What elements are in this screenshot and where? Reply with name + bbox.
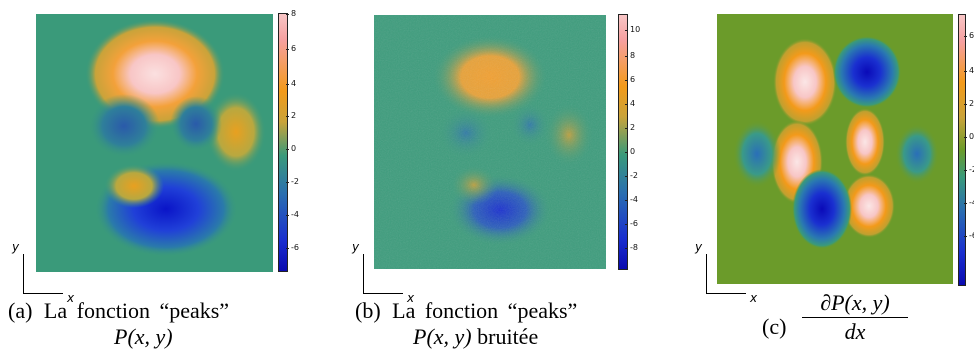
colorbar-tick-mark <box>286 149 289 150</box>
colorbar-tick-mark <box>286 116 289 117</box>
y-axis-label: y <box>352 240 360 254</box>
colorbar-tick-mark <box>964 170 967 171</box>
colorbar-c-tick: -4 <box>969 198 974 207</box>
y-axis-arrow <box>706 254 707 294</box>
caption-c-numerator: ∂P(x, y) <box>820 290 890 315</box>
x-axis-label: x <box>67 291 75 305</box>
colorbar-b-tick: 2 <box>630 123 636 132</box>
colorbar-c-tick: 4 <box>969 66 974 75</box>
colorbar-tick-mark <box>286 248 289 249</box>
colorbar-b-tick: -4 <box>630 195 638 204</box>
caption-b: (b) La fonction “peaks” P(x, y) bruitée <box>355 298 665 350</box>
colorbar-c-tick: 0 <box>969 132 974 141</box>
colorbar-a-tick: -2 <box>291 177 299 186</box>
colorbar-tick-mark <box>286 84 289 85</box>
colorbar-b-tick: -2 <box>630 171 638 180</box>
colorbar-a-tick: -6 <box>291 243 299 252</box>
colorbar-c-tick: 6 <box>969 31 974 40</box>
caption-c-denominator: dx <box>844 319 866 344</box>
colorbar-tick-mark <box>964 137 967 138</box>
colorbar-tick-mark <box>625 56 628 57</box>
caption-c-fraction: ∂P(x, y) dx <box>800 290 910 345</box>
colorbar-tick-mark <box>286 182 289 183</box>
colorbar-b-tick: 6 <box>630 75 636 84</box>
colorbar-a-tick: -4 <box>291 210 299 219</box>
colorbar-a-tick: 2 <box>291 111 297 120</box>
colorbar-c-tick: 2 <box>969 99 974 108</box>
caption-b-suffix: bruitée <box>477 324 539 349</box>
y-axis-arrow <box>363 254 364 294</box>
heatmap-c-image <box>733 36 939 249</box>
x-axis-label: x <box>407 291 415 305</box>
y-axis-arrow <box>23 254 24 294</box>
caption-a-math: P(x, y) <box>114 324 173 349</box>
colorbar-b-tick: -8 <box>630 243 638 252</box>
x-axis-label: x <box>750 291 758 305</box>
colorbar-b-tick: 8 <box>630 51 636 60</box>
caption-a-text: La fonction “peaks” <box>43 298 230 323</box>
x-axis-arrow <box>363 293 403 294</box>
colorbar-tick-mark <box>625 128 628 129</box>
y-axis-label: y <box>695 240 703 254</box>
heatmap-c <box>717 14 953 284</box>
colorbar-b-tick: 0 <box>630 147 636 156</box>
colorbar-a-tick: 0 <box>291 144 297 153</box>
colorbar-tick-mark <box>625 176 628 177</box>
colorbar-b-tick: 4 <box>630 99 636 108</box>
heatmap-b <box>374 15 606 269</box>
colorbar-b-tick: -6 <box>630 219 638 228</box>
caption-b-math: P(x, y) <box>413 324 472 349</box>
colorbar-c <box>958 14 966 286</box>
colorbar-tick-mark <box>964 104 967 105</box>
colorbar-tick-mark <box>964 236 967 237</box>
x-axis-arrow <box>23 293 63 294</box>
colorbar-tick-mark <box>625 30 628 31</box>
colorbar-tick-mark <box>964 203 967 204</box>
colorbar-a-tick: 6 <box>291 44 297 53</box>
colorbar-tick-mark <box>625 152 628 153</box>
colorbar-a <box>278 13 288 272</box>
colorbar-a-tick: 8 <box>291 9 297 18</box>
colorbar-tick-mark <box>964 71 967 72</box>
caption-a-label: (a) <box>8 298 33 323</box>
caption-c-fraction-bar <box>802 317 908 318</box>
colorbar-c-tick: -2 <box>969 165 974 174</box>
heatmap-a <box>36 14 273 272</box>
colorbar-tick-mark <box>625 104 628 105</box>
caption-a: (a) La fonction “peaks” P(x, y) <box>8 298 308 350</box>
colorbar-tick-mark <box>625 200 628 201</box>
colorbar-tick-mark <box>286 215 289 216</box>
colorbar-tick-mark <box>286 49 289 50</box>
colorbar-tick-mark <box>625 80 628 81</box>
colorbar-tick-mark <box>625 248 628 249</box>
caption-b-text: La fonction “peaks” <box>392 298 578 323</box>
colorbar-b-tick: 10 <box>630 25 641 34</box>
heatmap-b-image <box>374 15 606 269</box>
colorbar-tick-mark <box>286 14 289 15</box>
heatmap-a-image <box>85 19 266 257</box>
x-axis-arrow <box>706 293 746 294</box>
y-axis-label: y <box>12 240 20 254</box>
colorbar-a-tick: 4 <box>291 79 297 88</box>
colorbar-c-tick: -6 <box>969 231 974 240</box>
colorbar-b <box>618 14 628 270</box>
caption-b-label: (b) <box>355 298 381 323</box>
colorbar-tick-mark <box>625 224 628 225</box>
colorbar-tick-mark <box>964 36 967 37</box>
caption-c-label: (c) <box>762 314 787 339</box>
